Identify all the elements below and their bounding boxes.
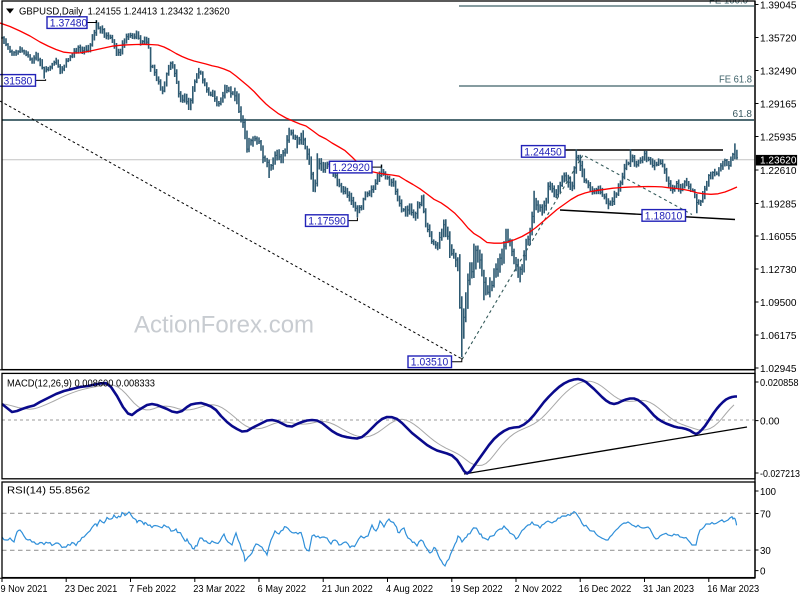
- svg-text:ActionForex.com: ActionForex.com: [134, 312, 314, 339]
- svg-text:1.35720: 1.35720: [760, 32, 797, 44]
- svg-text:1.16055: 1.16055: [760, 231, 797, 243]
- svg-text:0.020858: 0.020858: [760, 377, 799, 389]
- svg-text:1.02945: 1.02945: [760, 363, 797, 375]
- svg-text:1.39045: 1.39045: [760, 0, 797, 11]
- svg-text:1.22920: 1.22920: [332, 162, 370, 174]
- svg-text:1.03510: 1.03510: [411, 357, 449, 369]
- svg-text:2 Nov 2022: 2 Nov 2022: [515, 583, 563, 595]
- svg-text:30: 30: [760, 545, 771, 557]
- svg-text:1.22610: 1.22610: [760, 165, 797, 177]
- svg-text:1.19285: 1.19285: [760, 198, 797, 210]
- svg-text:31 Jan 2023: 31 Jan 2023: [643, 583, 694, 595]
- svg-text:-0.027213: -0.027213: [760, 468, 800, 480]
- svg-text:7 Feb 2022: 7 Feb 2022: [129, 583, 176, 595]
- svg-text:1.23620: 1.23620: [196, 5, 230, 17]
- svg-text:1.31580: 1.31580: [0, 75, 32, 87]
- svg-text:23 Dec 2021: 23 Dec 2021: [65, 583, 118, 595]
- svg-text:16 Dec 2022: 16 Dec 2022: [579, 583, 632, 595]
- svg-text:100: 100: [760, 486, 776, 498]
- svg-text:1.24413: 1.24413: [124, 5, 158, 17]
- svg-text:16 Mar 2023: 16 Mar 2023: [707, 583, 759, 595]
- svg-text:4 Aug 2022: 4 Aug 2022: [386, 583, 433, 595]
- svg-text:1.06175: 1.06175: [760, 330, 797, 342]
- svg-text:1.23620: 1.23620: [760, 155, 797, 167]
- svg-text:GBPUSD,Daily: GBPUSD,Daily: [19, 5, 84, 17]
- svg-text:RSI(14) 55.8562: RSI(14) 55.8562: [7, 485, 90, 497]
- svg-text:0.00: 0.00: [760, 415, 780, 427]
- svg-text:0: 0: [760, 565, 766, 577]
- svg-text:FE 100.0: FE 100.0: [709, 0, 748, 7]
- svg-text:1.17590: 1.17590: [308, 216, 346, 228]
- svg-text:FE 61.8: FE 61.8: [719, 74, 752, 86]
- svg-text:1.25935: 1.25935: [760, 131, 797, 143]
- svg-text:1.32490: 1.32490: [760, 65, 797, 77]
- svg-text:1.18010: 1.18010: [645, 210, 683, 222]
- svg-text:1.12730: 1.12730: [760, 264, 797, 276]
- svg-text:1.24450: 1.24450: [524, 146, 562, 158]
- svg-text:70: 70: [760, 508, 771, 520]
- svg-text:1.37480: 1.37480: [50, 18, 88, 30]
- svg-text:19 Sep 2022: 19 Sep 2022: [450, 583, 503, 595]
- svg-text:1.24155: 1.24155: [88, 5, 122, 17]
- svg-text:MACD(12,26,9) 0.008600 0.00833: MACD(12,26,9) 0.008600 0.008333: [7, 377, 155, 389]
- svg-text:61.8: 61.8: [733, 108, 753, 120]
- svg-text:23 Mar 2022: 23 Mar 2022: [193, 583, 245, 595]
- svg-text:1.29165: 1.29165: [760, 98, 797, 110]
- svg-text:6 May 2022: 6 May 2022: [258, 583, 307, 595]
- svg-text:9 Nov 2021: 9 Nov 2021: [1, 583, 48, 595]
- svg-text:1.23432: 1.23432: [160, 5, 194, 17]
- svg-text:21 Jun 2022: 21 Jun 2022: [322, 583, 373, 595]
- svg-text:1.09500: 1.09500: [760, 297, 797, 309]
